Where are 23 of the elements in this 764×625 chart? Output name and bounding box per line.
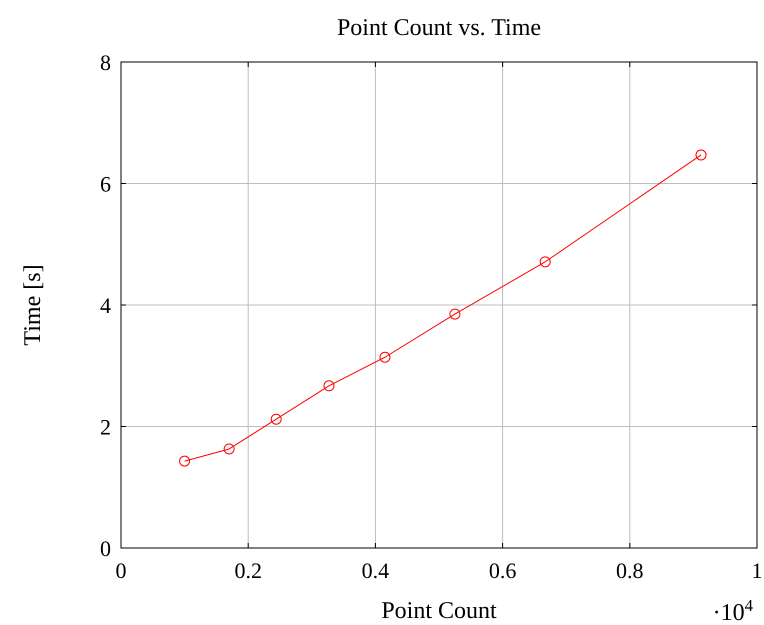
x-tick-label: 0 <box>116 558 126 583</box>
y-tick-label: 4 <box>100 293 111 318</box>
y-tick-label: 2 <box>100 414 111 440</box>
point <box>379 352 390 363</box>
x-tick-label: 0.2 <box>234 558 262 583</box>
y-tick-label: 0 <box>100 536 111 561</box>
x-tick-label: 0.6 <box>488 558 516 583</box>
point <box>224 443 235 454</box>
y-tick-label: 6 <box>100 172 111 196</box>
x-tick-label: 0.4 <box>362 558 390 583</box>
point <box>323 380 334 392</box>
chart-title: Point Count vs. Time <box>336 15 542 41</box>
point <box>179 456 190 467</box>
x-axis-title: Point Count <box>381 598 498 624</box>
point <box>696 149 707 160</box>
y-axis-title: Time [s] <box>20 264 46 346</box>
text: ·10$^{4}$ <box>712 596 754 625</box>
x-tick-label: 0.8 <box>616 558 644 583</box>
point <box>270 414 282 425</box>
y-tick-label: 8 <box>100 50 111 75</box>
point <box>449 308 460 320</box>
x-tick-label: 1 <box>752 558 762 583</box>
point <box>540 256 551 268</box>
